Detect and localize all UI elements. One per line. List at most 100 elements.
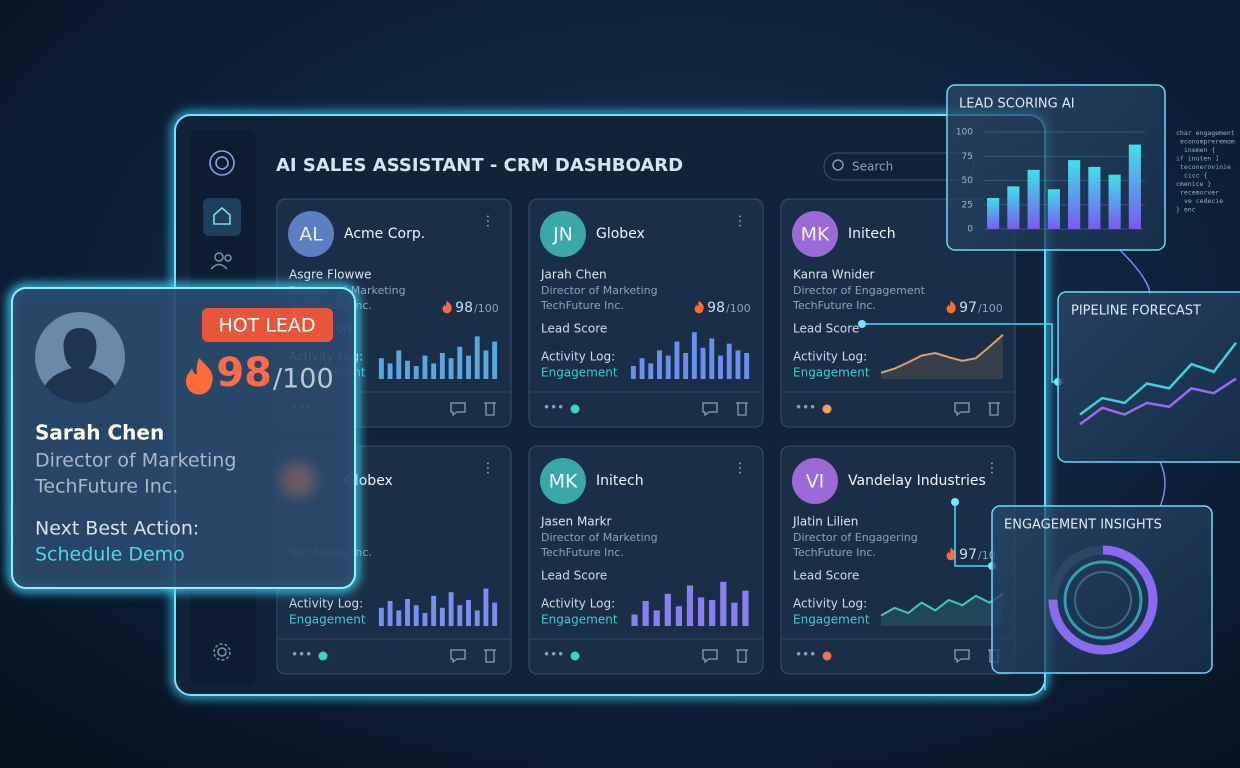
- lead-card[interactable]: VI Vandelay Industries… Jlatin Lilien Direc…: [780, 445, 1016, 675]
- kebab-menu[interactable]: …: [483, 461, 499, 475]
- score-bar: [1128, 144, 1141, 229]
- card-company: Vandelay Industries: [848, 473, 986, 489]
- mini-bar: [735, 350, 741, 379]
- avatar-silhouette: [45, 328, 115, 403]
- home-icon: [213, 206, 231, 225]
- y-tick-label: 75: [962, 152, 973, 162]
- comment-icon[interactable]: [702, 402, 718, 417]
- card-contact: Kanra Wnider: [793, 268, 875, 282]
- more-dots[interactable]: •••: [543, 648, 564, 662]
- nav-settings[interactable]: [213, 643, 231, 661]
- nav-home[interactable]: [203, 198, 241, 236]
- mini-area: [881, 593, 1003, 626]
- comment-icon[interactable]: [954, 649, 970, 664]
- code-line: cmenice }: [1176, 180, 1211, 188]
- mini-bar: [431, 595, 437, 626]
- mini-bar: [639, 358, 645, 379]
- mini-bar: [709, 600, 716, 626]
- card-score-suffix: /100: [978, 302, 1003, 315]
- card-role: Director of Engagement: [793, 284, 926, 297]
- action-link[interactable]: Schedule Demo: [35, 544, 185, 566]
- code-line: recemorver: [1180, 189, 1219, 197]
- code-line: } enc: [1176, 206, 1196, 214]
- code-line: inemen {: [1184, 146, 1215, 154]
- mini-bar: [726, 343, 732, 379]
- mini-bar: [686, 585, 694, 626]
- card-score: 97: [959, 300, 977, 316]
- mini-line: [880, 592, 1004, 617]
- mini-bar: [744, 353, 750, 379]
- mini-bar: [439, 607, 445, 626]
- card-score-suffix: /100: [474, 302, 499, 315]
- lead-card[interactable]: MK Initech … Jasen Markr Director of Marketi…: [528, 445, 764, 675]
- ring-value: [1048, 545, 1158, 655]
- more-dots[interactable]: •••: [543, 401, 564, 415]
- mini-bar: [631, 614, 638, 626]
- card-role: Director of Marketing: [541, 531, 658, 544]
- kebab-menu[interactable]: …: [987, 461, 1003, 475]
- y-tick-label: 25: [962, 200, 973, 210]
- mini-bar: [431, 363, 437, 379]
- nav-users[interactable]: [210, 252, 232, 270]
- comment-icon[interactable]: [450, 649, 466, 664]
- dashboard-title: AI SALES ASSISTANT - CRM DASHBOARD: [276, 155, 683, 176]
- mini-bar: [483, 350, 489, 379]
- lead-card[interactable]: JN Globex … Jarah Chen Director of Marketing…: [528, 198, 764, 428]
- mini-bar: [653, 610, 660, 626]
- activity-label: Activity Log:: [793, 350, 867, 364]
- hot-score-suffix: /100: [273, 364, 334, 395]
- delete-icon[interactable]: [988, 402, 1000, 416]
- mini-bar: [396, 350, 402, 379]
- score-bar: [987, 197, 1000, 229]
- mini-bar: [422, 613, 428, 626]
- card-grid: AL Acme Corp. … Asgre Flowwe Director of Mar…: [276, 198, 1016, 675]
- mini-bar: [675, 606, 683, 626]
- status-dot: [570, 404, 580, 414]
- flame-icon: [946, 547, 956, 561]
- mini-bar: [387, 363, 393, 379]
- mini-bar: [439, 353, 445, 379]
- mini-bar: [396, 610, 402, 626]
- score-bar: [1068, 160, 1081, 229]
- badge-text: HOT LEAD: [218, 315, 315, 337]
- kebab-menu[interactable]: …: [735, 461, 751, 475]
- more-dots[interactable]: •••: [291, 648, 312, 662]
- forecast-line: [1079, 377, 1237, 426]
- mini-bar: [448, 358, 454, 379]
- card-avatar: [540, 211, 586, 257]
- comment-icon[interactable]: [702, 649, 718, 664]
- score-label: Lead Score: [793, 322, 859, 336]
- mini-bar: [691, 332, 697, 379]
- activity-label: Activity Log:: [541, 350, 615, 364]
- card-avatar: [540, 458, 586, 504]
- mini-bar: [457, 346, 463, 379]
- mini-bar: [448, 592, 454, 626]
- more-dots[interactable]: •••: [795, 648, 816, 662]
- y-tick-label: 100: [956, 128, 973, 138]
- delete-icon[interactable]: [736, 649, 748, 663]
- pipeline-panel: [1057, 291, 1240, 463]
- delete-icon[interactable]: [736, 402, 748, 416]
- code-line: teconerovinie: [1180, 163, 1231, 171]
- kebab-menu[interactable]: …: [483, 214, 499, 228]
- kebab-menu[interactable]: …: [735, 214, 751, 228]
- engagement-chart: [1048, 545, 1158, 655]
- delete-icon[interactable]: [484, 402, 496, 416]
- mini-bar: [413, 605, 419, 626]
- mini-bar: [731, 602, 738, 626]
- mini-area: [881, 334, 1003, 379]
- panel-title: ENGAGEMENT INSIGHTS: [1004, 518, 1162, 533]
- card-avatar: [288, 211, 334, 257]
- comment-icon[interactable]: [954, 402, 970, 417]
- more-dots[interactable]: •••: [795, 401, 816, 415]
- logo: [209, 150, 235, 176]
- card-bg: [528, 445, 764, 675]
- comment-icon[interactable]: [450, 402, 466, 417]
- score-label: Lead Score: [793, 569, 859, 583]
- mini-bar: [697, 597, 705, 626]
- mini-line: [880, 334, 1004, 374]
- mini-bar: [387, 601, 393, 626]
- delete-icon[interactable]: [484, 649, 496, 663]
